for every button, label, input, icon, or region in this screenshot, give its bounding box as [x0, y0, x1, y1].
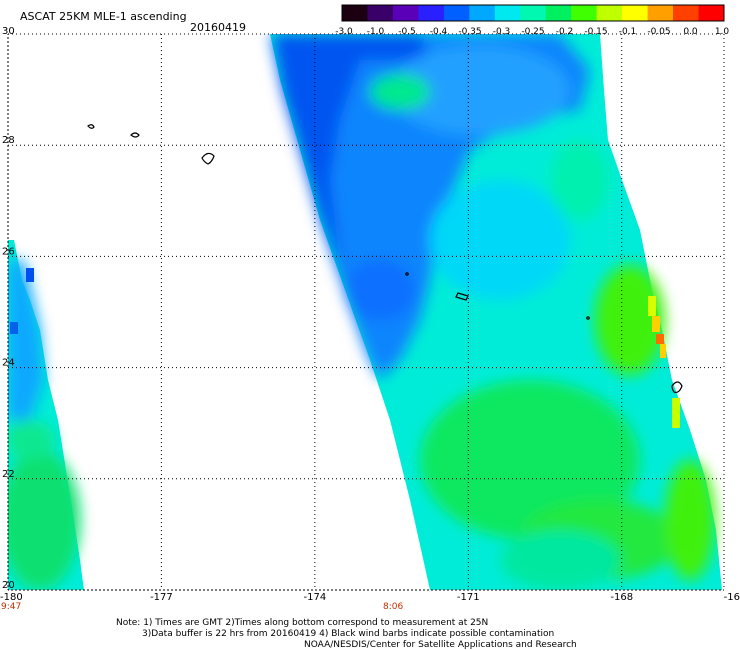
y-tick-label: 30 — [2, 26, 15, 37]
colorbar-cell — [596, 5, 623, 21]
colorbar-label: -0.25 — [521, 27, 544, 37]
colorbar-cell — [494, 5, 521, 21]
colorbar-cell — [622, 5, 649, 21]
y-tick-label: 22 — [2, 469, 15, 480]
colorbar-label: -0.35 — [458, 27, 481, 37]
colorbar-cell — [342, 5, 368, 21]
colorbar-label: -0.3 — [493, 27, 511, 37]
colorbar-label: -0.05 — [647, 27, 670, 37]
x-tick-label: -171 — [457, 592, 480, 603]
x-tick-label: -174 — [304, 592, 327, 603]
main-swath — [270, 34, 722, 590]
y-tick-label: 26 — [2, 246, 15, 257]
colorbar: -3.0 -1.0 -0.5 -0.4 -0.35 -0.3 -0.25 -0.2 -0.15 -… — [335, 4, 730, 37]
colorbar-label: -0.4 — [430, 27, 448, 37]
island-outlines — [87, 124, 683, 393]
map-date: 20160419 — [190, 21, 246, 34]
map-title: ASCAT 25KM MLE-1 ascending — [20, 10, 187, 23]
colorbar-label: -0.2 — [556, 27, 574, 37]
y-tick-label: 24 — [2, 358, 15, 369]
x-axis-labels: -180 -177 -174 -171 -168 -16 — [0, 592, 740, 603]
y-axis-labels: 30 28 26 24 22 20 — [2, 26, 15, 591]
colorbar-cells — [342, 5, 725, 21]
colorbar-cell — [545, 5, 572, 21]
colorbar-cell — [571, 5, 598, 21]
colorbar-cell — [647, 5, 674, 21]
colorbar-cell — [520, 5, 547, 21]
colorbar-label: -0.1 — [619, 27, 637, 37]
note-line-2: 3)Data buffer is 22 hrs from 20160419 4)… — [142, 629, 554, 639]
x-tick-label: -180 — [0, 592, 23, 603]
colorbar-cell — [469, 5, 496, 21]
colorbar-cell — [698, 5, 725, 21]
y-tick-label: 28 — [2, 135, 15, 146]
colorbar-cell — [673, 5, 700, 21]
colorbar-label: -0.15 — [584, 27, 607, 37]
note-line-1: Note: 1) Times are GMT 2)Times along bot… — [116, 618, 488, 628]
colorbar-label: -0.5 — [398, 27, 416, 37]
colorbar-cell — [418, 5, 445, 21]
colorbar-label: 0.0 — [683, 27, 698, 37]
time-middle: 8:06 — [383, 602, 403, 612]
x-tick-label: -168 — [610, 592, 633, 603]
x-tick-label: -177 — [150, 592, 173, 603]
colorbar-cell — [367, 5, 394, 21]
x-tick-label: -16 — [724, 592, 740, 603]
colorbar-cell — [443, 5, 470, 21]
left-swath — [8, 240, 84, 590]
colorbar-cell — [392, 5, 419, 21]
colorbar-label: 1.0 — [715, 27, 730, 37]
time-left: 9:47 — [1, 602, 21, 612]
colorbar-label: -3.0 — [335, 27, 353, 37]
colorbar-label: -1.0 — [367, 27, 385, 37]
lat-lon-grid — [7, 33, 725, 591]
note-line-3: NOAA/NESDIS/Center for Satellite Applica… — [304, 640, 577, 650]
y-tick-label: 20 — [2, 580, 15, 591]
